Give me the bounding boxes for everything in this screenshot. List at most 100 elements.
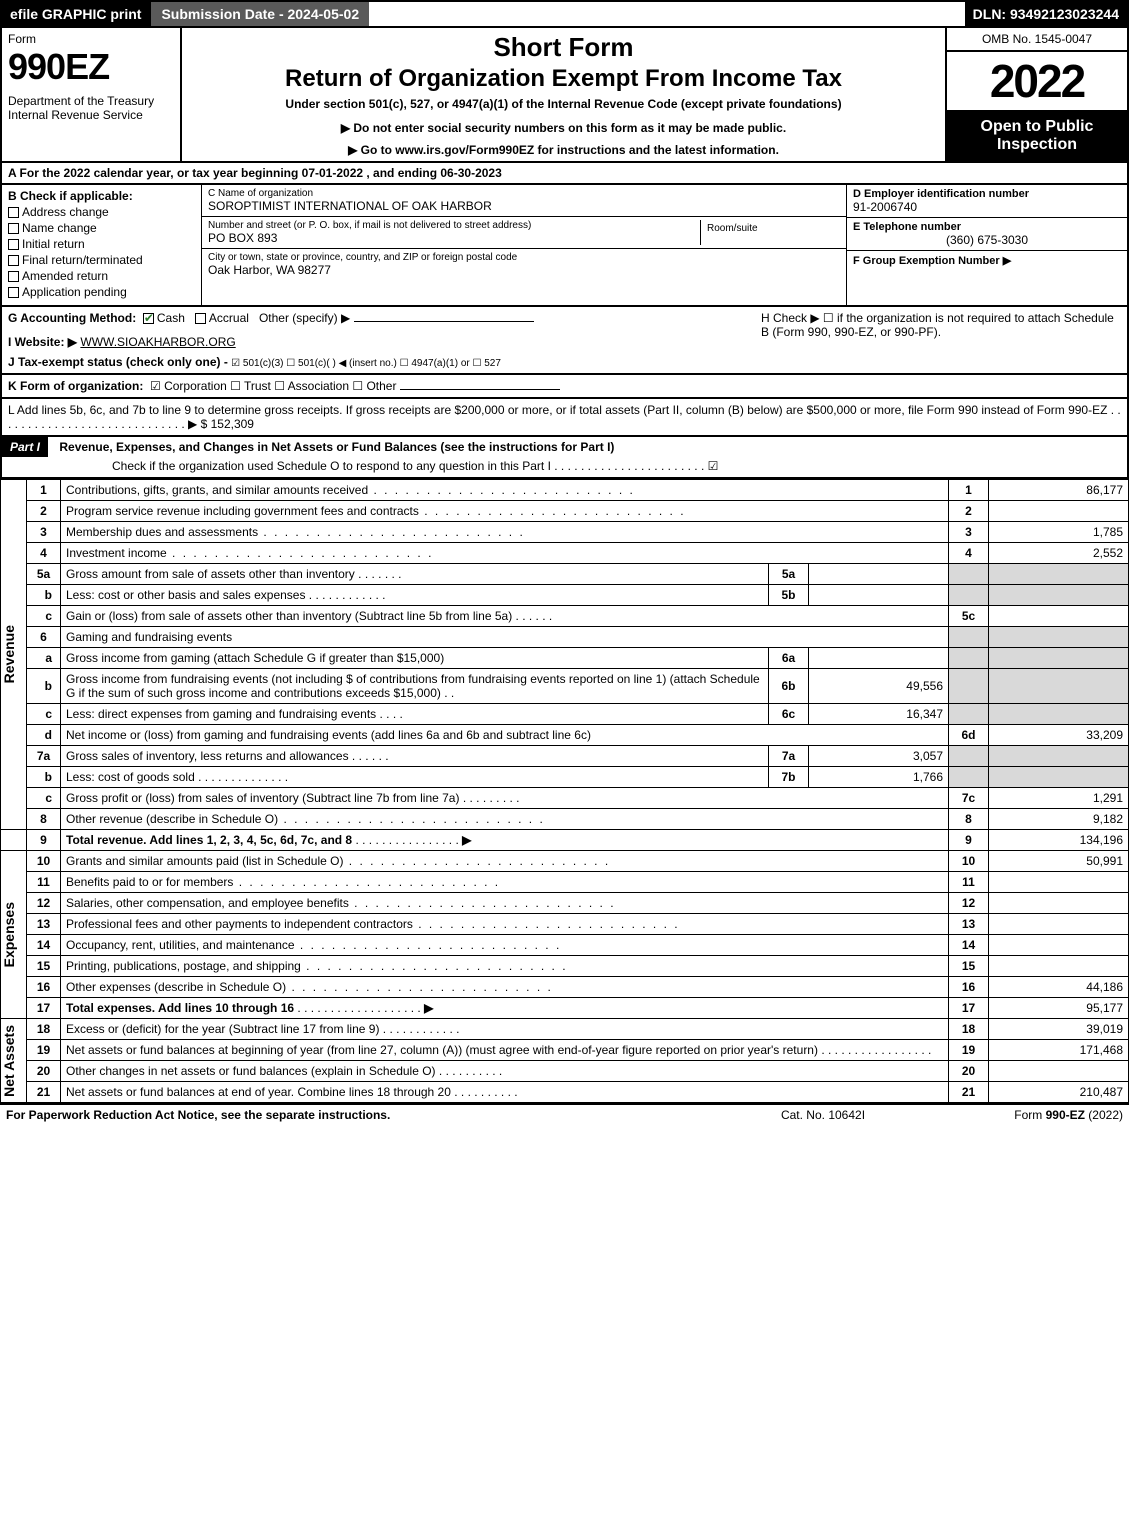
chk-cash[interactable] [143,313,154,324]
form-header: Form 990EZ Department of the Treasury In… [0,28,1129,163]
room-label: Room/suite [707,223,834,234]
part1-bar: Part I [2,437,48,457]
line-9-desc: Total revenue. Add lines 1, 2, 3, 4, 5c,… [66,833,352,847]
c-city-row: City or town, state or province, country… [202,249,846,280]
paperwork-notice: For Paperwork Reduction Act Notice, see … [6,1108,723,1122]
under-section: Under section 501(c), 527, or 4947(a)(1)… [188,97,939,111]
line-18-desc: Excess or (deficit) for the year (Subtra… [66,1022,379,1036]
omb-number: OMB No. 1545-0047 [947,28,1127,52]
cat-no: Cat. No. 10642I [723,1108,923,1122]
f-label: F Group Exemption Number ▶ [853,254,1121,267]
e-label: E Telephone number [853,221,1121,233]
row-l: L Add lines 5b, 6c, and 7b to line 9 to … [0,399,1129,437]
department-label: Department of the Treasury Internal Reve… [8,94,174,122]
chk-accrual[interactable] [195,313,206,324]
chk-amended-return[interactable]: Amended return [8,269,195,283]
col-b-checkboxes: B Check if applicable: Address change Na… [2,185,202,305]
line-7a-desc: Gross sales of inventory, less returns a… [66,749,349,763]
line-8-desc: Other revenue (describe in Schedule O) [66,812,278,826]
chk-address-change[interactable]: Address change [8,205,195,219]
return-title: Return of Organization Exempt From Incom… [188,65,939,93]
spacer [369,2,965,26]
ein-value: 91-2006740 [853,200,1121,214]
org-name: SOROPTIMIST INTERNATIONAL OF OAK HARBOR [208,199,840,213]
net-assets-label: Net Assets [1,1025,17,1097]
line-5c-desc: Gain or (loss) from sale of assets other… [66,609,512,623]
line-7c-desc: Gross profit or (loss) from sales of inv… [66,791,459,805]
line-4-desc: Investment income [66,546,167,560]
line-19-desc: Net assets or fund balances at beginning… [66,1043,818,1057]
goto-link[interactable]: ▶ Go to www.irs.gov/Form990EZ for instru… [188,143,939,157]
j-options: ☑ 501(c)(3) ☐ 501(c)( ) ◀ (insert no.) ☐… [231,358,501,369]
row-a-tax-year: A For the 2022 calendar year, or tax yea… [0,163,1129,185]
goto-text: ▶ Go to www.irs.gov/Form990EZ for instru… [348,143,779,157]
d-ein-row: D Employer identification number 91-2006… [847,185,1127,218]
c-name-row: C Name of organization SOROPTIMIST INTER… [202,185,846,217]
line-7b-desc: Less: cost of goods sold [66,770,195,784]
chk-initial-return[interactable]: Initial return [8,237,195,251]
g-other: Other (specify) ▶ [259,311,350,325]
e-phone-row: E Telephone number (360) 675-3030 [847,218,1127,251]
line-17-desc: Total expenses. Add lines 10 through 16 [66,1001,294,1015]
dln-label: DLN: 93492123023244 [965,2,1127,26]
line-20-desc: Other changes in net assets or fund bala… [66,1064,436,1078]
lines-table: Revenue 1 Contributions, gifts, grants, … [0,479,1129,1103]
revenue-label: Revenue [1,625,17,683]
line-6b-desc: Gross income from fundraising events (no… [66,672,760,700]
col-c-org: C Name of organization SOROPTIMIST INTER… [202,185,847,305]
h-schedule-b: H Check ▶ ☐ if the organization is not r… [761,311,1121,369]
open-public-box: Open to Public Inspection [947,112,1127,161]
page-footer: For Paperwork Reduction Act Notice, see … [0,1103,1129,1125]
c-name-label: C Name of organization [208,188,840,199]
d-label: D Employer identification number [853,188,1121,200]
c-addr-label: Number and street (or P. O. box, if mail… [208,220,700,231]
header-right: OMB No. 1545-0047 2022 Open to Public In… [947,28,1127,161]
room-suite-cell: Room/suite [700,220,840,245]
header-left: Form 990EZ Department of the Treasury In… [2,28,182,161]
g-accounting: G Accounting Method: Cash Accrual Other … [8,311,761,369]
org-city: Oak Harbor, WA 98277 [208,263,840,277]
line-6c-desc: Less: direct expenses from gaming and fu… [66,707,376,721]
part1-title: Revenue, Expenses, and Changes in Net As… [51,437,622,457]
part1-sub: Check if the organization used Schedule … [2,457,1127,477]
header-center: Short Form Return of Organization Exempt… [182,28,947,161]
line-1-desc: Contributions, gifts, grants, and simila… [66,483,368,497]
line-3-desc: Membership dues and assessments [66,525,258,539]
row-k: K Form of organization: ☑ Corporation ☐ … [0,375,1129,399]
phone-value: (360) 675-3030 [853,233,1121,247]
short-form-title: Short Form [188,32,939,63]
f-group-row: F Group Exemption Number ▶ [847,251,1127,270]
b-header: B Check if applicable: [8,189,195,203]
chk-name-change[interactable]: Name change [8,221,195,235]
org-address: PO BOX 893 [208,231,700,245]
form-number: 990EZ [8,46,174,88]
c-city-label: City or town, state or province, country… [208,252,840,263]
efile-label: efile GRAPHIC print [2,2,149,26]
row-gh: G Accounting Method: Cash Accrual Other … [0,307,1129,375]
k-options: ☑ Corporation ☐ Trust ☐ Association ☐ Ot… [150,379,396,393]
line-6-desc: Gaming and fundraising events [61,627,949,648]
k-label: K Form of organization: [8,379,143,393]
tax-year: 2022 [947,52,1127,112]
i-label: I Website: ▶ [8,335,77,349]
chk-final-return[interactable]: Final return/terminated [8,253,195,267]
line-21-desc: Net assets or fund balances at end of ye… [66,1085,451,1099]
g-label: G Accounting Method: [8,311,136,325]
c-addr-row: Number and street (or P. O. box, if mail… [202,217,846,249]
website-value[interactable]: WWW.SIOAKHARBOR.ORG [80,335,235,349]
form-footer-label: Form 990-EZ (2022) [923,1108,1123,1122]
col-def: D Employer identification number 91-2006… [847,185,1127,305]
j-label: J Tax-exempt status (check only one) - [8,355,231,369]
chk-application-pending[interactable]: Application pending [8,285,195,299]
ssn-warning: ▶ Do not enter social security numbers o… [188,121,939,135]
form-word: Form [8,32,174,46]
expenses-label: Expenses [1,902,17,967]
line-10-desc: Grants and similar amounts paid (list in… [66,854,343,868]
line-16-desc: Other expenses (describe in Schedule O) [66,980,286,994]
line-2-desc: Program service revenue including govern… [66,504,419,518]
line-15-desc: Printing, publications, postage, and shi… [66,959,301,973]
line-1-val: 86,177 [989,480,1129,501]
org-info-grid: B Check if applicable: Address change Na… [0,185,1129,307]
top-bar: efile GRAPHIC print Submission Date - 20… [0,0,1129,28]
part1-header: Part I Revenue, Expenses, and Changes in… [0,437,1129,479]
